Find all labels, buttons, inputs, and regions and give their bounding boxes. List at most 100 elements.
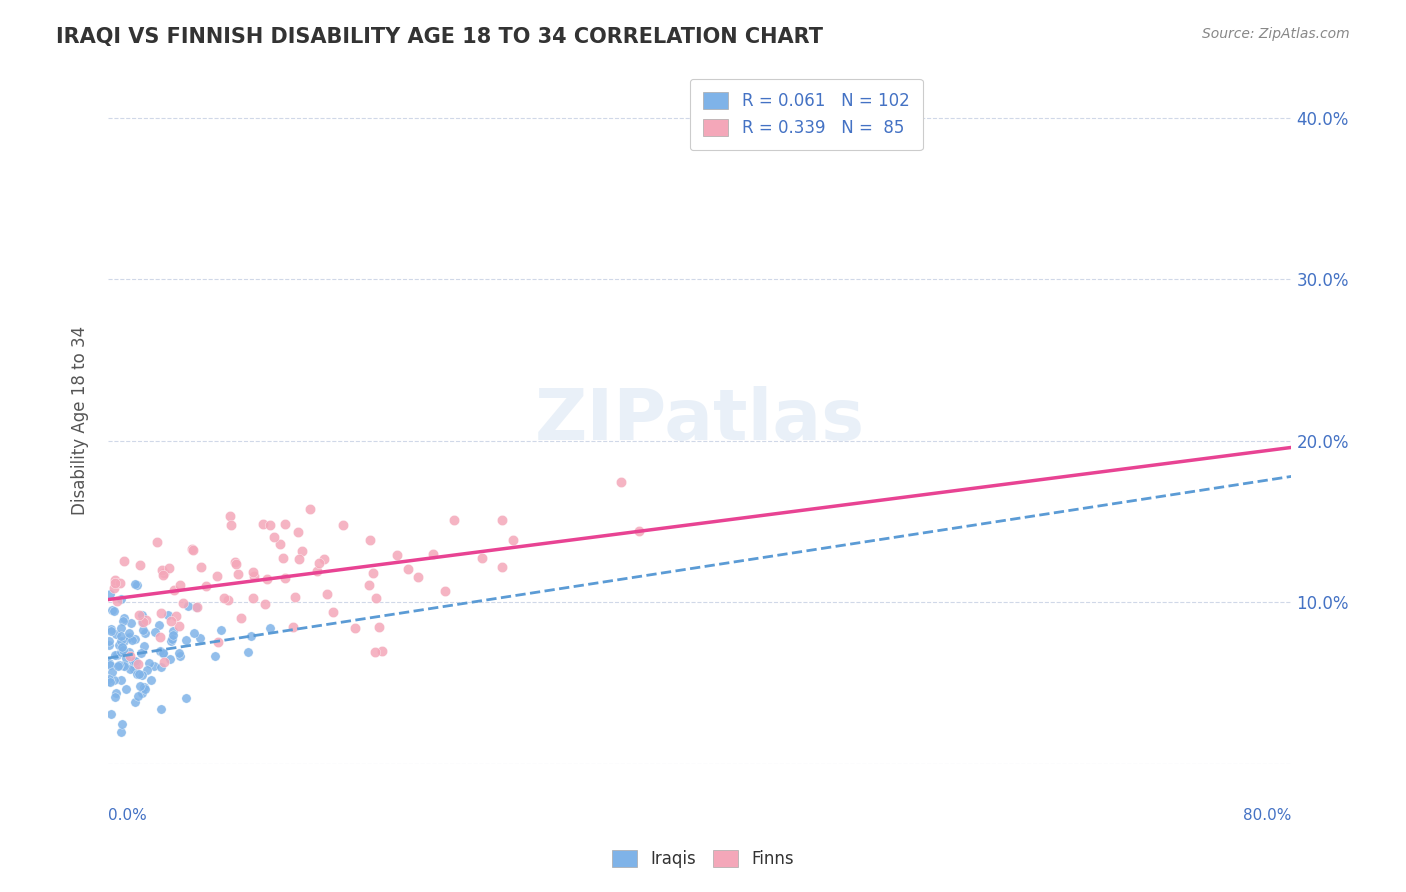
Point <box>364 591 387 605</box>
Point <box>169 578 191 592</box>
Point <box>149 701 172 715</box>
Point <box>332 517 354 532</box>
Point <box>111 640 134 654</box>
Point <box>132 615 155 629</box>
Point <box>162 624 184 638</box>
Point <box>134 681 156 696</box>
Point <box>134 626 156 640</box>
Point <box>281 620 304 634</box>
Point <box>122 654 145 668</box>
Point <box>117 632 139 646</box>
Point <box>129 558 152 573</box>
Point <box>291 544 314 558</box>
Point <box>152 646 174 660</box>
Point <box>131 668 153 682</box>
Point <box>298 502 321 516</box>
Point <box>159 652 181 666</box>
Point <box>100 622 122 636</box>
Point <box>118 626 141 640</box>
Point <box>104 648 127 662</box>
Point <box>288 552 311 566</box>
Point <box>110 673 132 687</box>
Point <box>132 639 155 653</box>
Point <box>124 695 146 709</box>
Point <box>118 630 141 644</box>
Point <box>129 646 152 660</box>
Point <box>152 568 174 582</box>
Point <box>256 572 278 586</box>
Point <box>169 648 191 663</box>
Point <box>125 655 148 669</box>
Point <box>364 645 387 659</box>
Point <box>112 633 135 648</box>
Text: 0.0%: 0.0% <box>108 808 146 823</box>
Point <box>322 605 344 619</box>
Point <box>167 619 190 633</box>
Point <box>219 509 242 524</box>
Point <box>112 611 135 625</box>
Point <box>134 680 156 694</box>
Point <box>100 665 122 680</box>
Y-axis label: Disability Age 18 to 34: Disability Age 18 to 34 <box>72 326 89 516</box>
Point <box>107 659 129 673</box>
Point <box>118 645 141 659</box>
Point <box>243 569 266 583</box>
Point <box>122 663 145 677</box>
Point <box>101 603 124 617</box>
Point <box>98 638 121 652</box>
Point <box>111 640 134 654</box>
Point <box>149 644 172 658</box>
Point <box>98 658 121 673</box>
Point <box>152 566 174 580</box>
Point <box>190 631 212 645</box>
Point <box>204 648 226 663</box>
Point <box>225 558 247 572</box>
Point <box>308 556 330 570</box>
Point <box>127 689 149 703</box>
Point <box>111 716 134 731</box>
Point <box>129 679 152 693</box>
Point <box>181 541 204 556</box>
Point <box>143 659 166 673</box>
Point <box>124 576 146 591</box>
Point <box>107 639 129 653</box>
Point <box>190 560 212 574</box>
Point <box>115 682 138 697</box>
Point <box>239 630 262 644</box>
Point <box>359 577 381 591</box>
Point <box>343 621 366 635</box>
Point <box>124 632 146 646</box>
Point <box>361 566 384 581</box>
Point <box>236 645 259 659</box>
Point <box>131 608 153 623</box>
Point <box>112 642 135 657</box>
Point <box>242 565 264 579</box>
Point <box>124 654 146 668</box>
Point <box>108 657 131 672</box>
Point <box>105 594 128 608</box>
Point <box>186 600 208 615</box>
Point <box>105 686 128 700</box>
Point <box>422 547 444 561</box>
Point <box>145 535 167 549</box>
Point <box>149 606 172 620</box>
Point <box>118 648 141 663</box>
Point <box>118 662 141 676</box>
Point <box>114 658 136 673</box>
Point <box>176 599 198 614</box>
Point <box>103 582 125 596</box>
Text: IRAQI VS FINNISH DISABILITY AGE 18 TO 34 CORRELATION CHART: IRAQI VS FINNISH DISABILITY AGE 18 TO 34… <box>56 27 824 46</box>
Point <box>107 648 129 662</box>
Point <box>110 634 132 648</box>
Point <box>111 615 134 629</box>
Point <box>252 517 274 532</box>
Point <box>112 659 135 673</box>
Point <box>160 634 183 648</box>
Point <box>229 611 252 625</box>
Point <box>214 591 236 605</box>
Point <box>371 643 394 657</box>
Point <box>271 550 294 565</box>
Point <box>172 596 194 610</box>
Point <box>209 623 232 637</box>
Point <box>434 583 457 598</box>
